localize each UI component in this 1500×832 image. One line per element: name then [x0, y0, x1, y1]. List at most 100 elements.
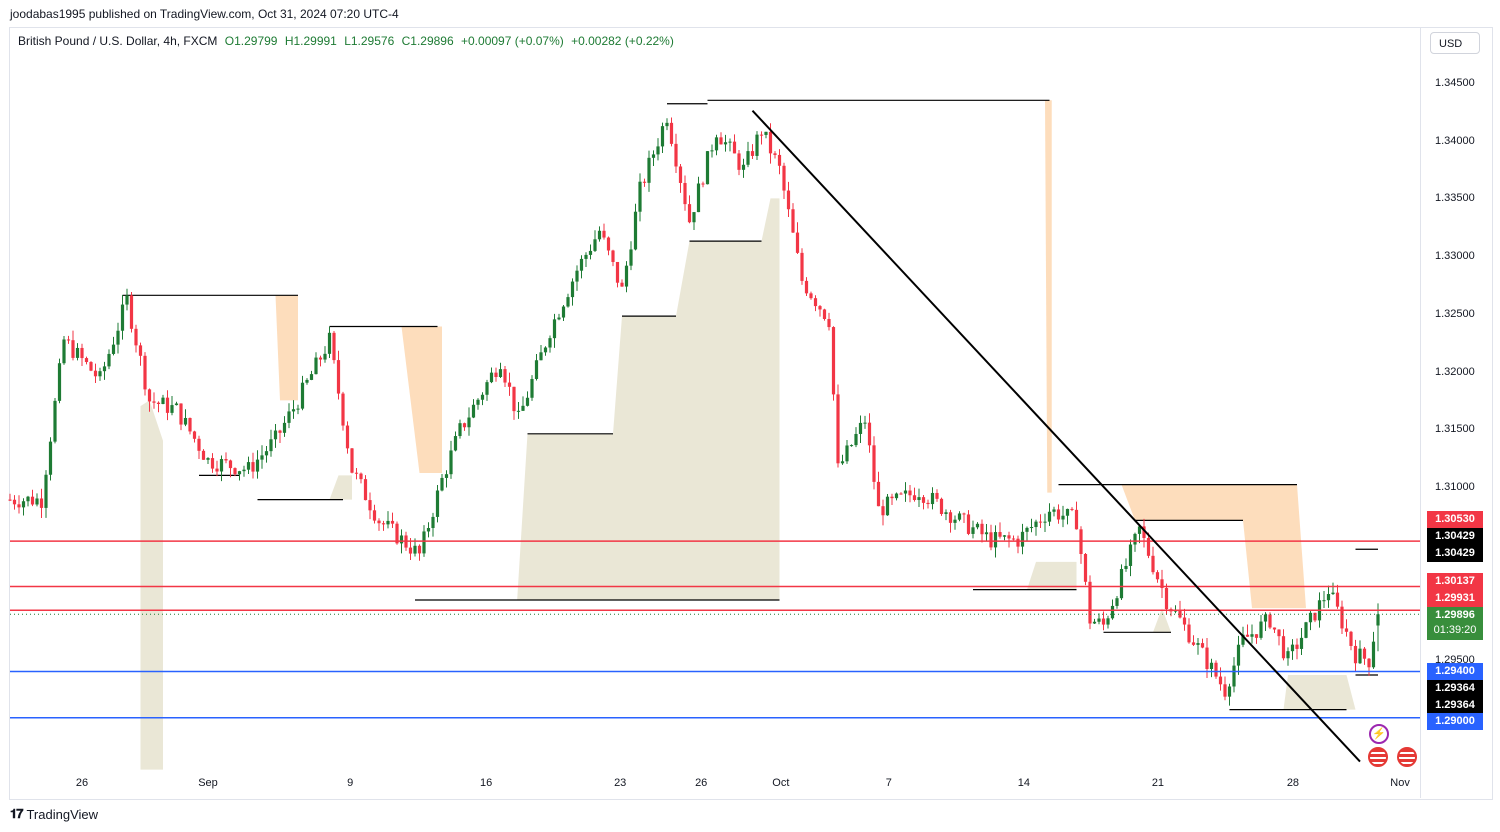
symbol-title[interactable]: British Pound / U.S. Dollar, 4h, FXCM	[18, 34, 218, 48]
candle-body	[1277, 629, 1281, 637]
candle-body	[651, 154, 656, 158]
candle-body	[588, 250, 593, 255]
price-label-badge: 1.29364	[1427, 680, 1483, 697]
candle-body	[1362, 648, 1367, 659]
candle-body	[971, 527, 975, 534]
candle-body	[1160, 579, 1164, 589]
ohlc-close: C1.29896	[401, 34, 454, 48]
candle-body	[228, 460, 233, 469]
candle-body	[503, 369, 507, 383]
candle-body	[156, 402, 161, 404]
candle-body	[467, 417, 471, 428]
candle-body	[183, 417, 188, 425]
candle-body	[35, 498, 39, 505]
candle-body	[813, 298, 818, 307]
price-tick: 1.31500	[1435, 423, 1475, 436]
candle-body	[170, 405, 174, 413]
supply-zone	[1121, 484, 1306, 609]
candle-body	[1119, 568, 1124, 599]
ohlc-open: O1.29799	[224, 34, 278, 48]
candle-body	[660, 126, 665, 147]
currency-button[interactable]: USD	[1430, 32, 1480, 54]
supply-zone	[401, 326, 442, 474]
candle-body	[201, 450, 206, 460]
price-tick: 1.31000	[1435, 480, 1475, 493]
candle-body	[17, 504, 21, 508]
candle-body	[1020, 531, 1025, 547]
candle-body	[746, 151, 750, 165]
candle-body	[1295, 644, 1299, 649]
price-label-badge: 1.30530	[1427, 511, 1483, 528]
candle-body	[948, 512, 953, 523]
candle-body	[530, 378, 534, 398]
candle-body	[129, 295, 134, 329]
candle-body	[845, 445, 849, 462]
candle-body	[255, 459, 260, 472]
candle-body	[1205, 647, 1209, 669]
candle-body	[764, 131, 768, 135]
candle-body	[719, 137, 723, 145]
candle-body	[1038, 521, 1043, 523]
candle-body	[998, 532, 1002, 537]
candle-body	[336, 360, 341, 394]
candle-body	[1155, 572, 1160, 580]
candle-body	[507, 382, 512, 387]
candle-body	[615, 261, 620, 283]
time-tick: 21	[1151, 777, 1165, 789]
price-tick: 1.32500	[1435, 307, 1475, 320]
candle-body	[210, 458, 215, 469]
candle-body	[120, 304, 125, 331]
candle-body	[881, 506, 885, 516]
candle-body	[1092, 621, 1097, 624]
candle-body	[386, 520, 390, 525]
time-tick: Sep	[198, 777, 218, 789]
candle-body	[395, 523, 399, 544]
candle-body	[1097, 618, 1101, 622]
candle-body	[219, 459, 224, 472]
us-flag-event-icon-2[interactable]	[1397, 747, 1417, 767]
candle-body	[260, 455, 264, 460]
candle-body	[647, 157, 651, 183]
candle-body	[674, 143, 678, 167]
candle-body	[1286, 651, 1290, 659]
candle-body	[1128, 544, 1133, 566]
candle-body	[539, 352, 543, 361]
candle-body	[1304, 622, 1308, 638]
candle-body	[678, 166, 683, 183]
candle-body	[165, 397, 170, 413]
us-flag-event-icon[interactable]	[1368, 747, 1388, 767]
candle-body	[701, 183, 705, 185]
candle-body	[102, 366, 107, 372]
candle-body	[440, 477, 444, 491]
candle-body	[116, 330, 120, 345]
candle-body	[237, 471, 242, 475]
candle-body	[269, 439, 273, 452]
candle-body	[1268, 614, 1272, 628]
candle-body	[611, 250, 615, 262]
candle-body	[629, 249, 633, 266]
candle-body	[179, 403, 183, 425]
candle-body	[953, 519, 957, 523]
candle-body	[822, 309, 827, 319]
candle-body	[1137, 526, 1142, 534]
candle-body	[1299, 637, 1304, 649]
candle-body	[188, 417, 192, 432]
lightning-icon[interactable]: ⚡	[1369, 724, 1389, 744]
candle-body	[1178, 610, 1182, 618]
candle-body	[818, 306, 822, 310]
candle-body	[1376, 614, 1380, 626]
candle-body	[620, 282, 624, 287]
candle-body	[557, 317, 561, 320]
candle-body	[1146, 538, 1151, 556]
candle-body	[8, 499, 12, 501]
candle-body	[849, 445, 854, 447]
candle-body	[606, 237, 611, 251]
candle-body	[1061, 515, 1065, 520]
ohlc-low: L1.29576	[344, 34, 395, 48]
tradingview-logo[interactable]: 𝟏𝟕 TradingView	[10, 806, 98, 822]
candle-body	[516, 410, 521, 412]
candle-body	[1043, 521, 1047, 523]
candle-body	[597, 230, 602, 240]
candle-body	[854, 433, 858, 446]
